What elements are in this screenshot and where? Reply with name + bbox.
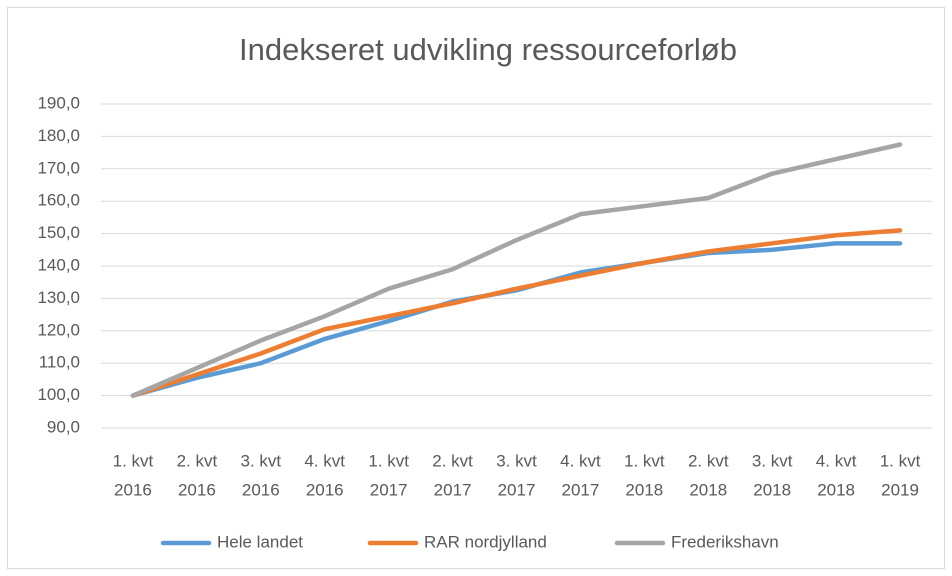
x-tick-label: 4. kvt <box>560 451 601 470</box>
y-tick-label: 100,0 <box>37 385 80 404</box>
x-tick-label: 1. kvt <box>624 451 665 470</box>
legend-label: Hele landet <box>217 532 303 551</box>
x-tick-label: 4. kvt <box>816 451 857 470</box>
x-tick-label: 2019 <box>881 480 919 499</box>
x-tick-label: 2018 <box>753 480 791 499</box>
x-tick-label: 2017 <box>498 480 536 499</box>
legend-label: Frederikshavn <box>671 532 779 551</box>
x-tick-label: 2018 <box>689 480 727 499</box>
x-tick-label: 3. kvt <box>496 451 537 470</box>
x-tick-label: 2. kvt <box>688 451 729 470</box>
x-tick-label: 3. kvt <box>752 451 793 470</box>
y-tick-label: 160,0 <box>37 191 80 210</box>
x-tick-label: 2017 <box>562 480 600 499</box>
x-tick-label: 2016 <box>114 480 152 499</box>
legend-label: RAR nordjylland <box>424 532 547 551</box>
chart-title: Indekseret udvikling ressourceforløb <box>239 32 737 67</box>
chart-border <box>7 7 945 569</box>
x-tick-label: 2018 <box>625 480 663 499</box>
series-line <box>130 228 903 398</box>
x-tick-label: 2016 <box>306 480 344 499</box>
y-tick-label: 140,0 <box>37 255 80 274</box>
x-tick-label: 1. kvt <box>880 451 921 470</box>
x-tick-label: 1. kvt <box>368 451 409 470</box>
x-tick-label: 3. kvt <box>240 451 281 470</box>
x-tick-label: 2017 <box>370 480 408 499</box>
x-tick-label: 2. kvt <box>177 451 218 470</box>
y-tick-label: 170,0 <box>37 158 80 177</box>
y-tick-label: 180,0 <box>37 126 80 145</box>
x-tick-label: 4. kvt <box>304 451 345 470</box>
x-tick-label: 2017 <box>434 480 472 499</box>
x-tick-label: 2018 <box>817 480 855 499</box>
series-line <box>130 142 903 398</box>
y-tick-label: 190,0 <box>37 93 80 112</box>
y-tick-label: 120,0 <box>37 320 80 339</box>
x-tick-label: 2016 <box>242 480 280 499</box>
y-tick-label: 150,0 <box>37 223 80 242</box>
y-tick-label: 90,0 <box>47 417 80 436</box>
y-tick-label: 130,0 <box>37 288 80 307</box>
x-tick-label: 2. kvt <box>432 451 473 470</box>
x-tick-label: 1. kvt <box>113 451 154 470</box>
x-tick-label: 2016 <box>178 480 216 499</box>
y-tick-label: 110,0 <box>39 353 80 372</box>
